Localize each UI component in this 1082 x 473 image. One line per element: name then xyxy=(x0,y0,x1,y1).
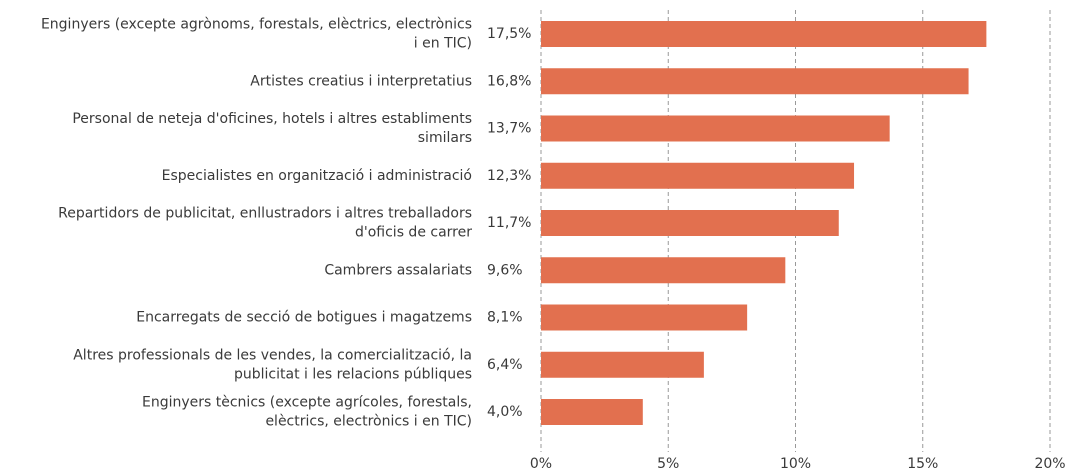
bar xyxy=(541,68,969,95)
category-label: Enginyers (excepte agrònoms, forestals, … xyxy=(41,17,472,52)
value-label: 17,5% xyxy=(487,26,531,42)
bar xyxy=(541,162,855,189)
x-tick-label: 10% xyxy=(780,456,811,472)
category-label: Especialistes en organització i administ… xyxy=(162,168,472,184)
x-tick-label: 0% xyxy=(530,456,552,472)
bar xyxy=(541,399,643,425)
bar xyxy=(541,210,839,236)
x-tick-label: 15% xyxy=(907,456,938,472)
value-label: 8,1% xyxy=(487,310,523,326)
value-label: 11,7% xyxy=(487,215,531,231)
value-label: 12,3% xyxy=(487,168,531,184)
category-label: Enginyers tècnics (excepte agrícoles, fo… xyxy=(142,395,472,430)
bar xyxy=(541,115,890,142)
bar xyxy=(541,257,786,284)
bar xyxy=(541,304,748,331)
value-label: 9,6% xyxy=(487,262,523,278)
category-label: Repartidors de publicitat, enllustradors… xyxy=(58,206,472,241)
category-label: Personal de neteja d'oficines, hotels i … xyxy=(72,111,472,146)
category-label: Artistes creatius i interpretatius xyxy=(250,73,472,89)
x-tick-label: 5% xyxy=(657,456,679,472)
value-label: 16,8% xyxy=(487,73,531,89)
bar xyxy=(541,351,704,378)
category-label: Altres professionals de les vendes, la c… xyxy=(73,347,472,382)
x-tick-label: 20% xyxy=(1034,456,1065,472)
category-label: Cambrers assalariats xyxy=(324,262,472,278)
category-label: Encarregats de secció de botigues i maga… xyxy=(136,310,472,326)
value-label: 6,4% xyxy=(487,357,523,373)
value-label: 13,7% xyxy=(487,121,531,137)
bar xyxy=(541,21,987,47)
value-label: 4,0% xyxy=(487,404,523,420)
